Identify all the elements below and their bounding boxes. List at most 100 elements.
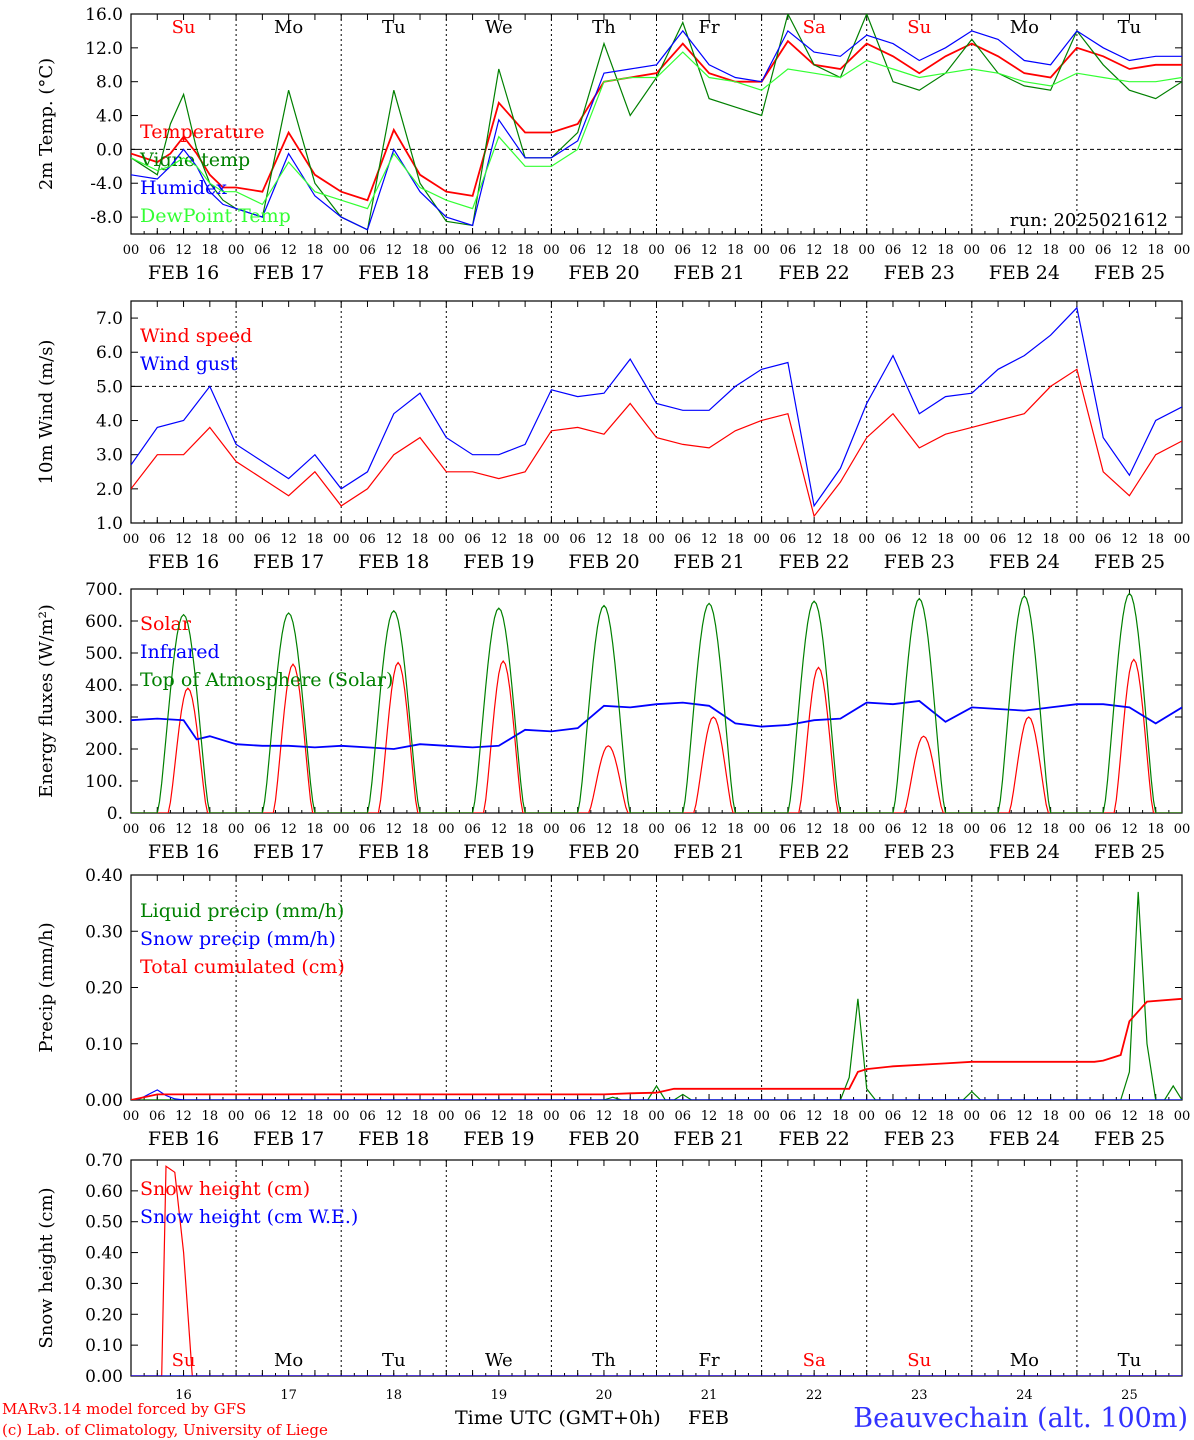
hour-label: 12 xyxy=(280,1109,297,1124)
lab-credit: (c) Lab. of Climatology, University of L… xyxy=(2,1421,328,1439)
hour-label: 00 xyxy=(648,243,665,258)
hour-label: 06 xyxy=(1095,822,1112,837)
hour-label: 06 xyxy=(569,243,586,258)
hour-label: 06 xyxy=(359,243,376,258)
hour-label: 06 xyxy=(885,1109,902,1124)
hour-label: 18 xyxy=(1042,1109,1059,1124)
hour-label: 12 xyxy=(280,822,297,837)
legend-entry: Snow precip (mm/h) xyxy=(140,928,336,950)
date-label: FEB 22 xyxy=(779,841,850,863)
y-tick-label: 500. xyxy=(85,644,123,664)
y-tick-label: 0.70 xyxy=(85,1151,123,1171)
hour-label: 00 xyxy=(964,1109,981,1124)
hour-label: 12 xyxy=(596,822,613,837)
hour-label: 12 xyxy=(806,822,823,837)
hour-label: 00 xyxy=(964,532,981,547)
y-tick-label: 100. xyxy=(85,772,123,792)
series-line-3 xyxy=(131,29,1182,231)
y-axis-label: 10m Wind (m/s) xyxy=(36,340,57,485)
date-label: FEB 16 xyxy=(148,551,219,573)
hour-label: 12 xyxy=(701,532,718,547)
date-label: FEB 20 xyxy=(568,551,639,573)
hour-label: 18 xyxy=(202,532,219,547)
date-label: FEB 19 xyxy=(463,1128,534,1150)
hour-label: 12 xyxy=(175,243,192,258)
hour-label: 12 xyxy=(701,1109,718,1124)
date-label: FEB 18 xyxy=(358,1128,429,1150)
y-tick-label: 5.0 xyxy=(96,377,123,397)
hour-label: 12 xyxy=(491,532,508,547)
y-tick-label: 0.20 xyxy=(85,1305,123,1325)
hour-label: 18 xyxy=(832,822,849,837)
y-tick-label: 2.0 xyxy=(96,480,123,500)
legend-entry: Snow height (cm W.E.) xyxy=(140,1206,358,1228)
y-axis-label: Energy fluxes (W/m²) xyxy=(36,604,57,798)
hour-label: 18 xyxy=(832,1109,849,1124)
chart-panel-1: 16.0 12.0 8.0 4.0 0.0 -4.0 -8.0 2m Temp. (°C) Te… xyxy=(36,5,1190,284)
hour-label: 06 xyxy=(990,243,1007,258)
hour-label: 12 xyxy=(596,243,613,258)
hour-label: 12 xyxy=(1121,1109,1138,1124)
hour-label: 12 xyxy=(596,532,613,547)
hour-label: 06 xyxy=(885,532,902,547)
hour-label: 00 xyxy=(1069,1109,1086,1124)
hour-label: 06 xyxy=(464,822,481,837)
hour-label: 12 xyxy=(701,243,718,258)
series-line-3 xyxy=(131,592,1182,813)
hour-label: 12 xyxy=(280,532,297,547)
hour-label: 06 xyxy=(149,243,166,258)
hour-label: 06 xyxy=(990,822,1007,837)
hour-label: 06 xyxy=(675,532,692,547)
hour-label: 06 xyxy=(149,532,166,547)
hour-label: 18 xyxy=(727,1109,744,1124)
y-tick-label: 0.10 xyxy=(85,1336,123,1356)
legend-entry: Wind gust xyxy=(140,353,238,375)
hour-label: 12 xyxy=(175,532,192,547)
date-label: FEB 23 xyxy=(884,551,955,573)
hour-label: 06 xyxy=(780,1109,797,1124)
hour-label: 12 xyxy=(1121,532,1138,547)
y-tick-label: -8.0 xyxy=(90,208,123,228)
date-label: FEB 19 xyxy=(463,841,534,863)
chart-panel-2: 7.0 6.0 5.0 4.0 3.0 2.0 1.0 10m Wind (m/s) Wind … xyxy=(36,300,1190,573)
hour-label: 00 xyxy=(543,822,560,837)
date-label: FEB 17 xyxy=(253,551,324,573)
hour-label: 18 xyxy=(202,1109,219,1124)
date-label: FEB 18 xyxy=(358,262,429,284)
hour-label: 06 xyxy=(675,243,692,258)
hour-label: 00 xyxy=(123,532,140,547)
y-tick-label: 0.60 xyxy=(85,1182,123,1202)
date-label: FEB 16 xyxy=(148,841,219,863)
hour-label: 18 xyxy=(622,1109,639,1124)
hour-label: 06 xyxy=(675,1109,692,1124)
hour-label: 18 xyxy=(517,822,534,837)
legend-entry: Snow height (cm) xyxy=(140,1178,310,1200)
day-number-label: 22 xyxy=(806,1388,823,1403)
hour-label: 18 xyxy=(937,243,954,258)
hour-label: 00 xyxy=(333,532,350,547)
weekday-label: Mo xyxy=(274,17,303,38)
hour-label: 18 xyxy=(412,532,429,547)
hour-label: 12 xyxy=(280,243,297,258)
hour-label: 12 xyxy=(806,1109,823,1124)
run-annotation: run: 2025021612 xyxy=(1010,210,1168,231)
hour-label: 06 xyxy=(885,822,902,837)
hour-label: 00 xyxy=(123,822,140,837)
hour-label: 18 xyxy=(832,532,849,547)
hour-label: 18 xyxy=(1147,532,1164,547)
hour-label: 06 xyxy=(885,243,902,258)
hour-label: 00 xyxy=(438,1109,455,1124)
day-number-label: 20 xyxy=(596,1388,613,1403)
series-line-3 xyxy=(131,997,1182,1100)
y-tick-label: 12.0 xyxy=(85,39,123,59)
hour-label: 12 xyxy=(1016,532,1033,547)
weekday-label: Su xyxy=(907,17,931,38)
hour-label: 00 xyxy=(858,1109,875,1124)
hour-label: 00 xyxy=(1174,243,1191,258)
date-label: FEB 24 xyxy=(989,262,1060,284)
hour-label: 18 xyxy=(622,243,639,258)
y-tick-label: 200. xyxy=(85,740,123,760)
y-tick-label: 6.0 xyxy=(96,343,123,363)
y-tick-label: 0.0 xyxy=(96,140,123,160)
hour-label: 00 xyxy=(333,243,350,258)
